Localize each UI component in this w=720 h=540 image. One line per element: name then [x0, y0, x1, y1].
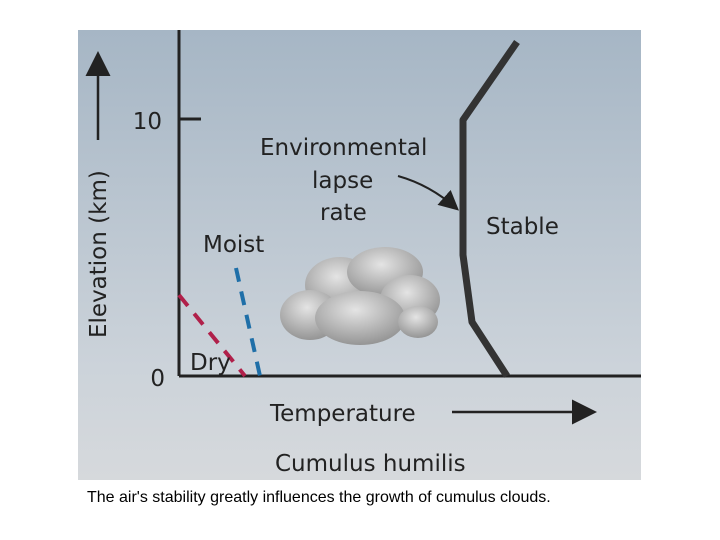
label: rate [320, 200, 367, 226]
subtitle: Cumulus humilis [275, 451, 466, 477]
moist-line [234, 267, 262, 377]
tick-label: 10 [133, 109, 162, 135]
x-axis-label: Temperature [269, 401, 416, 427]
label: Stable [486, 214, 559, 240]
label: Dry [190, 350, 231, 376]
label: lapse [312, 168, 373, 194]
tick-label: 0 [150, 366, 165, 392]
environmental-line [459, 40, 520, 378]
cloud [280, 247, 440, 345]
label: Environmental [260, 135, 427, 161]
label: Moist [203, 232, 264, 258]
dry-line [177, 293, 247, 378]
pointer [397, 175, 459, 211]
y-axis-label: Elevation (km) [86, 170, 112, 338]
caption: The air's stability greatly influences t… [87, 489, 551, 506]
